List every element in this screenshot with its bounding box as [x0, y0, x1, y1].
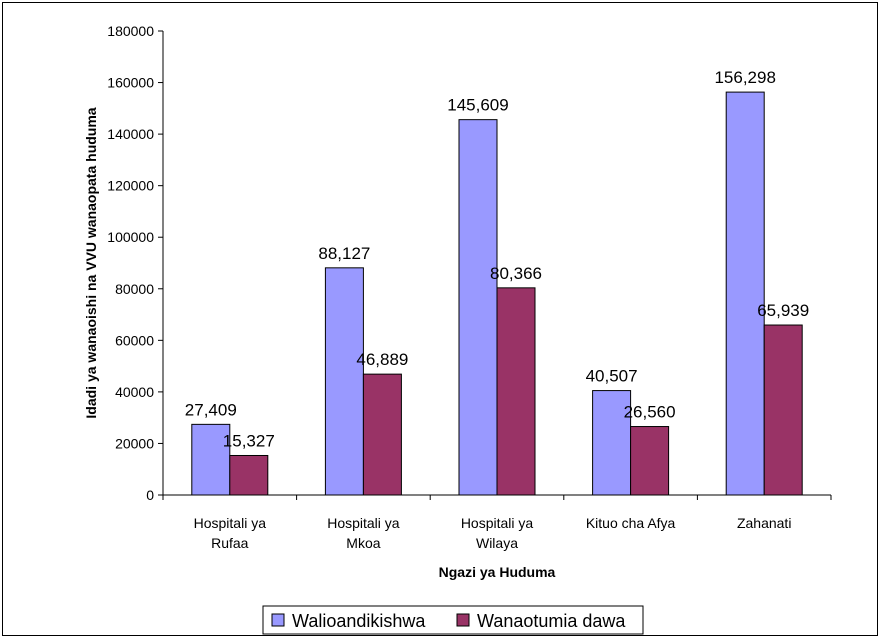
- y-tick-label: 140000: [107, 126, 154, 142]
- bar-wanaotumia-dawa: [763, 324, 803, 496]
- y-tick-label: 160000: [107, 75, 154, 91]
- y-tick-label: 80000: [115, 281, 154, 297]
- x-category-label: Kituo cha Afya: [586, 515, 676, 531]
- bar-walioandikishwa: [458, 119, 498, 496]
- x-category-label: Hospitali ya: [194, 515, 267, 531]
- y-tick-label: 180000: [107, 23, 154, 39]
- x-category-label: Zahanati: [737, 515, 791, 531]
- bar-walioandikishwa: [191, 423, 231, 496]
- data-label: 15,327: [223, 431, 275, 450]
- bar-wanaotumia-dawa: [362, 373, 402, 496]
- data-label: 46,889: [356, 350, 408, 369]
- bar-walioandikishwa: [725, 91, 765, 496]
- x-category-label: Mkoa: [346, 535, 380, 551]
- bar-wanaotumia-dawa: [229, 454, 269, 496]
- legend-label: Wanaotumia dawa: [477, 611, 626, 631]
- data-label: 27,409: [185, 400, 237, 419]
- y-tick-label: 20000: [115, 435, 154, 451]
- x-category-label: Wilaya: [476, 535, 518, 551]
- data-label: 88,127: [318, 244, 370, 263]
- legend-label: Walioandikishwa: [292, 611, 426, 631]
- bar-walioandikishwa: [592, 390, 632, 496]
- y-tick-label: 0: [146, 487, 154, 503]
- y-tick-label: 100000: [107, 229, 154, 245]
- data-label: 65,939: [757, 301, 809, 320]
- x-category-label: Hospitali ya: [461, 515, 534, 531]
- y-tick-label: 60000: [115, 332, 154, 348]
- y-tick-label: 120000: [107, 178, 154, 194]
- y-tick-label: 40000: [115, 384, 154, 400]
- legend-swatch-walioandikishwa: [271, 613, 285, 627]
- legend-box: [262, 605, 644, 635]
- y-axis-title: Idadi ya wanaoishi na VVU wanaopata hudu…: [83, 107, 99, 418]
- data-label: 145,609: [447, 96, 508, 115]
- bar-wanaotumia-dawa: [630, 426, 670, 496]
- data-label: 156,298: [714, 68, 775, 87]
- bar-walioandikishwa: [324, 267, 364, 496]
- data-label: 40,507: [586, 367, 638, 386]
- data-label: 26,560: [624, 403, 676, 422]
- data-label: 80,366: [490, 264, 542, 283]
- x-axis-title: Ngazi ya Huduma: [439, 564, 556, 580]
- x-category-label: Rufaa: [211, 535, 249, 551]
- bar-wanaotumia-dawa: [496, 287, 536, 496]
- legend-swatch-wanaotumia-dawa: [456, 613, 470, 627]
- x-category-label: Hospitali ya: [327, 515, 400, 531]
